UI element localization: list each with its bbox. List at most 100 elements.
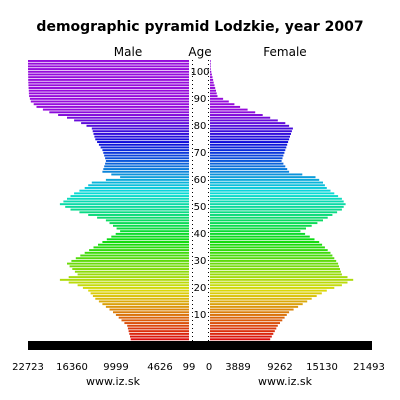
female-bar-age-103 — [210, 60, 211, 62]
female-bar-age-6 — [210, 322, 280, 325]
female-bar-age-78 — [210, 127, 293, 130]
female-bar-age-20 — [210, 284, 342, 287]
male-bar-age-70 — [102, 149, 189, 152]
male-bar-age-32 — [84, 251, 189, 254]
female-bar-age-8 — [210, 316, 285, 319]
male-tick-2: 9999 — [103, 362, 128, 373]
male-bar-age-82 — [67, 116, 189, 119]
female-bar-age-43 — [210, 222, 318, 225]
male-bar-age-35 — [98, 243, 189, 246]
male-bar-age-16 — [92, 295, 189, 298]
female-bar-age-32 — [210, 251, 331, 254]
male-bar-age-14 — [98, 300, 189, 303]
female-bar-age-2 — [210, 332, 274, 335]
male-bar-age-52 — [67, 197, 189, 200]
female-bar-age-39 — [210, 232, 306, 235]
male-bar-age-40 — [120, 230, 189, 233]
female-bar-age-17 — [210, 292, 322, 295]
male-bar-age-11 — [109, 308, 189, 311]
female-bar-age-62 — [210, 170, 290, 173]
male-bar-age-39 — [115, 232, 189, 235]
male-bar-age-85 — [42, 108, 190, 111]
female-bar-age-76 — [210, 132, 291, 135]
male-bar-age-51 — [63, 200, 189, 203]
male-bar-age-88 — [30, 100, 189, 103]
male-bar-age-26 — [72, 268, 189, 270]
female-bar-age-59 — [210, 178, 320, 181]
male-bar-age-96 — [28, 78, 190, 81]
male-bar-age-25 — [74, 270, 189, 273]
age-tick-100: 100 — [190, 67, 209, 78]
male-bar-age-95 — [28, 81, 189, 84]
male-bar-age-42 — [113, 224, 189, 227]
female-bar-age-49 — [210, 205, 344, 208]
male-bar-age-48 — [70, 208, 189, 211]
age-axis-spine-right — [207, 60, 210, 341]
male-tick-4: 99 — [183, 362, 196, 373]
male-bar-age-8 — [118, 316, 189, 319]
female-bar-age-42 — [210, 224, 312, 227]
male-bar-age-36 — [102, 241, 189, 243]
male-bar-age-67 — [105, 157, 189, 160]
male-bar-age-100 — [28, 68, 189, 71]
female-bar-age-100 — [210, 68, 211, 71]
female-bar-age-28 — [210, 262, 339, 265]
female-bar-age-14 — [210, 300, 308, 303]
male-axis-ticks: 22723 16360 9999 4626 99 — [12, 362, 195, 373]
male-bar-age-91 — [28, 92, 190, 95]
female-bar-age-51 — [210, 200, 344, 203]
female-bar-age-56 — [210, 186, 327, 189]
age-tick-40: 40 — [194, 229, 207, 240]
female-bar-age-97 — [210, 76, 213, 79]
male-bar-age-34 — [93, 246, 189, 249]
female-bar-age-95 — [210, 81, 214, 84]
male-bar-age-21 — [68, 281, 189, 284]
male-bar-age-90 — [29, 95, 189, 98]
age-tick-20: 20 — [194, 283, 207, 294]
male-bar-age-92 — [28, 89, 189, 92]
male-bar-age-12 — [105, 305, 189, 308]
female-bar-age-47 — [210, 211, 338, 214]
male-bar-age-30 — [75, 257, 189, 260]
male-bar-age-1 — [130, 335, 189, 338]
male-bar-age-60 — [120, 176, 189, 179]
male-bar-age-13 — [102, 303, 189, 306]
female-bar-age-80 — [210, 122, 286, 125]
male-bar-age-64 — [104, 165, 189, 168]
male-bar-age-65 — [105, 162, 189, 165]
female-bar-age-101 — [210, 65, 211, 68]
legend-male: Male — [114, 45, 142, 59]
female-bar-age-41 — [210, 227, 306, 230]
male-bar-age-28 — [67, 262, 189, 265]
male-bar-age-89 — [29, 97, 190, 100]
female-bar-age-98 — [210, 73, 212, 76]
female-bar-age-11 — [210, 308, 294, 311]
male-bar-age-84 — [49, 111, 189, 114]
female-bar-age-21 — [210, 281, 348, 284]
female-bar-age-30 — [210, 257, 335, 260]
female-bar-age-88 — [210, 100, 229, 103]
male-bar-age-61 — [111, 173, 189, 176]
age-tick-10: 10 — [194, 310, 207, 321]
male-bar-age-10 — [113, 311, 189, 314]
male-bar-age-54 — [74, 192, 189, 195]
female-bar-age-33 — [210, 249, 328, 252]
female-bar-age-85 — [210, 108, 248, 111]
male-bar-age-68 — [104, 154, 189, 157]
male-bar-age-102 — [28, 62, 189, 65]
male-bar-age-98 — [28, 73, 189, 76]
male-bar-age-41 — [116, 227, 189, 230]
male-bar-age-46 — [88, 214, 189, 216]
baseline-bar — [28, 341, 372, 350]
female-bar-age-63 — [210, 168, 288, 171]
male-bar-age-87 — [33, 103, 190, 106]
female-bar-age-36 — [210, 241, 320, 243]
male-bar-age-78 — [91, 127, 189, 130]
female-bar-age-91 — [210, 92, 217, 95]
male-bar-age-63 — [103, 168, 189, 171]
male-bar-age-49 — [65, 205, 189, 208]
female-bar-age-82 — [210, 116, 271, 119]
female-bar-age-22 — [210, 278, 354, 281]
female-bar-age-12 — [210, 305, 299, 308]
